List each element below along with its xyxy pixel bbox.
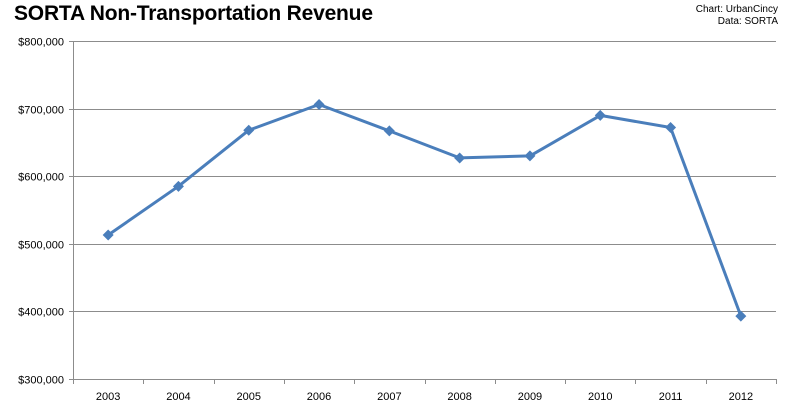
series-line	[106, 103, 743, 318]
x-tick-label: 2008	[447, 391, 471, 403]
y-tick-label: $500,000	[18, 240, 64, 252]
y-tick-label: $400,000	[18, 307, 64, 319]
credit-chart: Chart: UrbanCincy	[695, 4, 778, 15]
data-point-2006	[313, 99, 325, 111]
gridlines	[73, 41, 776, 380]
data-point-2012	[735, 310, 747, 322]
x-tick-label: 2007	[377, 391, 401, 403]
data-point-2008	[454, 152, 466, 164]
x-tick-label: 2012	[729, 391, 753, 403]
y-tick-label: $700,000	[18, 105, 64, 117]
y-axis: $300,000 $400,000 $500,000 $600,000 $700,000…	[18, 37, 74, 387]
chart-credits: Chart: UrbanCincy Data: SORTA	[696, 4, 778, 28]
series-revenue	[102, 99, 747, 322]
credit-data: Data: SORTA	[717, 16, 778, 27]
x-tick-label: 2005	[237, 391, 261, 403]
data-point-2007	[383, 125, 395, 137]
data-point-2011	[665, 122, 677, 134]
x-tick-label: 2006	[307, 391, 331, 403]
data-point-2003	[102, 229, 114, 241]
y-tick-label: $300,000	[18, 375, 64, 387]
data-point-2005	[243, 124, 255, 136]
x-tick-label: 2003	[96, 391, 120, 403]
y-tick-label: $600,000	[18, 172, 64, 184]
x-axis: 2003 2004 2005 2006 2007 2008 2009 2010 2011 2012	[73, 379, 777, 403]
chart-title: SORTA Non-Transportation Revenue	[14, 2, 373, 25]
data-point-2010	[594, 109, 606, 121]
x-tick-label: 2009	[518, 391, 542, 403]
data-point-2009	[524, 150, 536, 162]
data-point-2004	[172, 180, 184, 192]
y-tick-label: $800,000	[18, 37, 64, 49]
x-tick-label: 2004	[166, 391, 190, 403]
x-tick-label: 2011	[659, 391, 683, 403]
x-tick-label: 2010	[588, 391, 612, 403]
